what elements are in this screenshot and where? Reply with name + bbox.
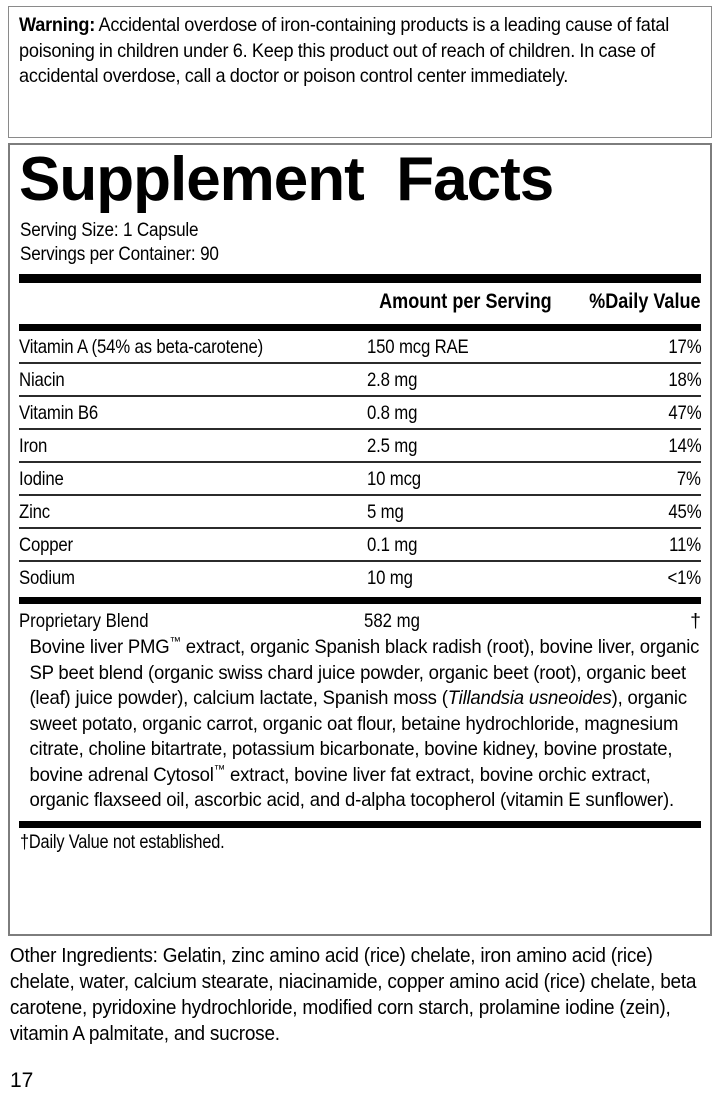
warning-body: Accidental overdose of iron-containing p… xyxy=(19,14,670,87)
table-row: Iron 2.5 mg 14% xyxy=(19,430,701,461)
table-row: Vitamin A (54% as beta-carotene) 150 mcg … xyxy=(19,331,701,362)
daily-value-footnote: †Daily Value not established. xyxy=(20,831,225,853)
blend-ingredients-text: Bovine liver PMG™ extract, organic Spani… xyxy=(29,634,700,811)
nutrient-name: Vitamin B6 xyxy=(19,402,99,424)
warning-text: Warning: Accidental overdose of iron-con… xyxy=(19,13,701,90)
nutrient-name: Sodium xyxy=(19,567,75,589)
nutrient-daily-value: 18% xyxy=(667,369,701,391)
table-row: Sodium 10 mg <1% xyxy=(19,562,701,593)
table-row: Zinc 5 mg 45% xyxy=(19,496,701,527)
row-separator xyxy=(19,527,701,529)
proprietary-blend-row: Proprietary Blend 582 mg † xyxy=(19,604,701,634)
rule-below-headers xyxy=(19,324,701,331)
proprietary-blend-table: Proprietary Blend 582 mg † xyxy=(19,604,701,634)
nutrient-amount: 0.8 mg xyxy=(367,402,418,424)
nutrient-name: Iron xyxy=(19,435,48,457)
page-number: 17 xyxy=(10,1069,34,1092)
nutrient-amount: 10 mcg xyxy=(367,468,422,490)
rule-above-blend xyxy=(19,597,701,604)
nutrient-amount: 10 mg xyxy=(367,567,414,589)
nutrient-daily-value: 14% xyxy=(667,435,701,457)
table-row: Niacin 2.8 mg 18% xyxy=(19,364,701,395)
row-separator xyxy=(19,362,701,364)
nutrient-name: Zinc xyxy=(19,501,51,523)
nutrient-name: Iodine xyxy=(19,468,64,490)
nutrition-table: Amount per Serving %Daily Value xyxy=(19,283,701,320)
table-row: Vitamin B6 0.8 mg 47% xyxy=(19,397,701,428)
nutrient-amount: 2.5 mg xyxy=(367,435,418,457)
rule-above-footnote xyxy=(19,820,701,828)
warning-box: Warning: Accidental overdose of iron-con… xyxy=(8,6,712,138)
header-amount-per-serving: Amount per Serving xyxy=(379,290,553,313)
nutrient-daily-value: 45% xyxy=(667,501,701,523)
other-ingredients-text: Other Ingredients: Gelatin, zinc amino a… xyxy=(9,945,697,1045)
nutrient-daily-value: 47% xyxy=(667,402,701,424)
nutrient-name: Vitamin A (54% as beta-carotene) xyxy=(19,336,264,358)
servings-per-container-text: Servings per Container: 90 xyxy=(20,244,219,265)
warning-label: Warning: xyxy=(19,14,96,36)
serving-size-line: Serving Size: 1 Capsule xyxy=(20,219,701,243)
nutrient-daily-value: 17% xyxy=(667,336,701,358)
panel-title: Supplement Facts xyxy=(19,145,554,214)
row-separator xyxy=(19,560,701,562)
nutrient-daily-value: <1% xyxy=(667,567,701,589)
nutrient-rows: Vitamin A (54% as beta-carotene) 150 mcg … xyxy=(19,331,701,593)
servings-per-container-line: Servings per Container: 90 xyxy=(20,243,701,267)
nutrient-amount: 5 mg xyxy=(367,501,405,523)
serving-info: Serving Size: 1 Capsule Servings per Con… xyxy=(19,219,701,267)
blend-daily-value: † xyxy=(690,610,701,632)
table-row: Copper 0.1 mg 11% xyxy=(19,529,701,560)
serving-size-text: Serving Size: 1 Capsule xyxy=(20,220,199,241)
row-separator xyxy=(19,494,701,496)
nutrient-daily-value: 11% xyxy=(669,534,701,556)
rule-above-headers xyxy=(19,274,701,283)
nutrient-daily-value: 7% xyxy=(677,468,701,490)
table-header-row: Amount per Serving %Daily Value xyxy=(19,283,701,320)
row-separator xyxy=(19,428,701,430)
row-separator xyxy=(19,395,701,397)
nutrient-amount: 0.1 mg xyxy=(367,534,418,556)
header-daily-value: %Daily Value xyxy=(589,290,701,313)
nutrient-name: Copper xyxy=(19,534,73,556)
nutrient-name: Niacin xyxy=(19,369,65,391)
nutrient-rows-body: Vitamin A (54% as beta-carotene) 150 mcg … xyxy=(19,331,701,593)
header-nutrient xyxy=(19,283,351,320)
nutrient-amount: 150 mcg RAE xyxy=(367,336,469,358)
nutrient-amount: 2.8 mg xyxy=(367,369,418,391)
table-row: Iodine 10 mcg 7% xyxy=(19,463,701,494)
supplement-facts-panel: Supplement Facts Serving Size: 1 Capsule… xyxy=(8,143,712,936)
blend-name: Proprietary Blend xyxy=(19,610,149,632)
blend-amount: 582 mg xyxy=(364,610,421,632)
row-separator xyxy=(19,461,701,463)
